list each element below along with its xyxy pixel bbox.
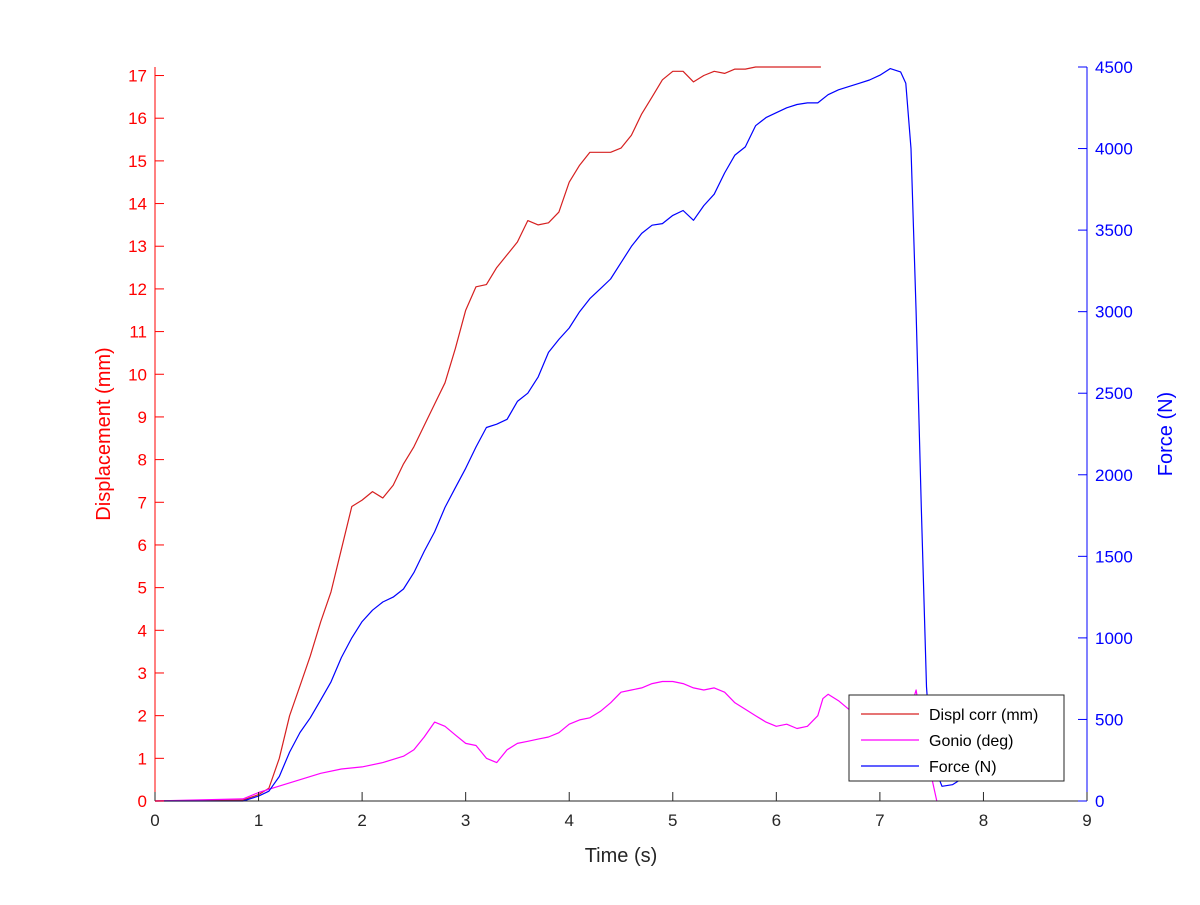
y-left-tick-label: 13 <box>128 237 147 256</box>
y-left-tick-label: 9 <box>138 408 147 427</box>
x-tick-label: 4 <box>564 811 573 830</box>
series-line-1 <box>155 680 938 802</box>
y-axis-right-title: Force (N) <box>1155 392 1177 476</box>
y-right-tick-label: 1500 <box>1095 547 1133 566</box>
x-tick-label: 5 <box>668 811 677 830</box>
x-tick-label: 8 <box>979 811 988 830</box>
y-right-tick-label: 1000 <box>1095 629 1133 648</box>
plot-series-group <box>155 66 995 802</box>
y-left-tick-label: 4 <box>138 621 147 640</box>
legend-group: Displ corr (mm) Gonio (deg) Force (N) <box>848 694 1065 782</box>
legend-label-2: Force (N) <box>929 759 997 776</box>
y-right-tick-label: 500 <box>1095 710 1123 729</box>
series-line-2 <box>155 67 995 802</box>
x-tick-label: 9 <box>1082 811 1091 830</box>
y-left-tick-label: 6 <box>138 536 147 555</box>
series-line-0 <box>155 66 821 802</box>
legend-label-1: Gonio (deg) <box>929 733 1014 750</box>
y-right-tick-label: 4000 <box>1095 140 1133 159</box>
x-tick-label: 2 <box>357 811 366 830</box>
y-left-tick-label: 12 <box>128 280 147 299</box>
y-left-tick-label: 2 <box>138 707 147 726</box>
y-left-tick-label: 17 <box>128 67 147 86</box>
x-tick-label: 7 <box>875 811 884 830</box>
x-tick-label: 6 <box>772 811 781 830</box>
y-left-tick-label: 1 <box>138 749 147 768</box>
y-left-tick-label: 14 <box>128 195 147 214</box>
y-right-tick-label: 3500 <box>1095 221 1133 240</box>
y-axis-left-title: Displacement (mm) <box>93 347 115 520</box>
legend-box <box>848 694 1065 782</box>
y-right-tick-label: 2500 <box>1095 384 1133 403</box>
x-axis-title: Time (s) <box>585 845 658 867</box>
x-tick-label: 0 <box>150 811 159 830</box>
y-left-tick-label: 16 <box>128 109 147 128</box>
y-right-tick-label: 0 <box>1095 792 1104 811</box>
y-left-tick-label: 10 <box>128 365 147 384</box>
legend-label-0: Displ corr (mm) <box>929 707 1038 724</box>
axes-group: 0 1 2 3 4 5 6 7 8 9012345678910111213141516170500… <box>93 58 1177 867</box>
y-right-tick-label: 3000 <box>1095 303 1133 322</box>
x-tick-label: 1 <box>254 811 263 830</box>
y-left-tick-label: 0 <box>138 792 147 811</box>
y-left-tick-label: 7 <box>138 493 147 512</box>
y-left-tick-label: 8 <box>138 451 147 470</box>
y-left-tick-label: 15 <box>128 152 147 171</box>
y-left-tick-label: 3 <box>138 664 147 683</box>
x-tick-label: 3 <box>461 811 470 830</box>
y-left-tick-label: 11 <box>129 323 147 342</box>
y-left-tick-label: 5 <box>138 579 147 598</box>
y-right-tick-label: 2000 <box>1095 466 1133 485</box>
y-right-tick-label: 4500 <box>1095 58 1133 77</box>
